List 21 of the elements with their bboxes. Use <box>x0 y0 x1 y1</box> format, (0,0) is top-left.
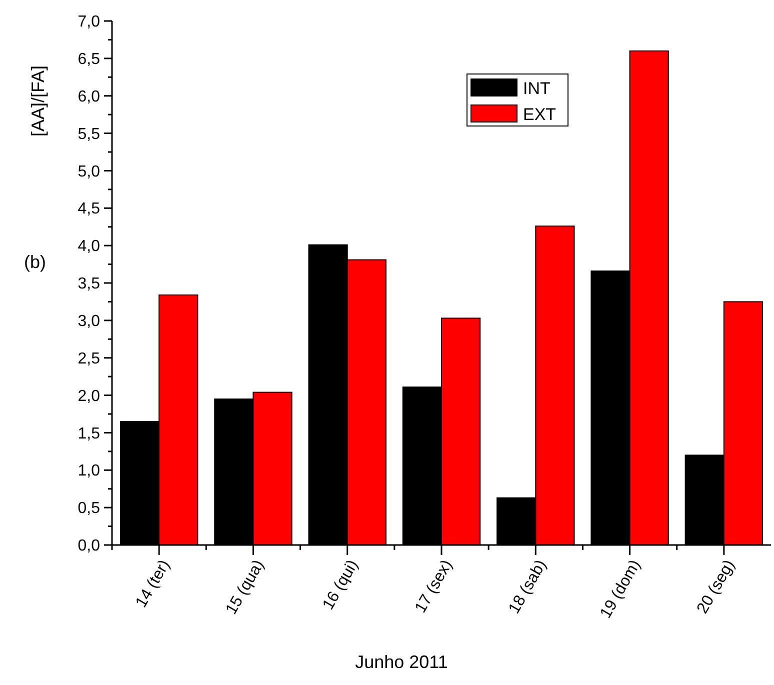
y-tick-label: 6,0 <box>78 88 100 106</box>
y-tick-label: 5,0 <box>78 163 100 180</box>
y-tick-label: 3,0 <box>78 313 100 330</box>
legend-label: EXT <box>523 104 556 124</box>
y-tick-label: 2,0 <box>78 388 100 405</box>
y-tick-label: 1,0 <box>78 462 100 480</box>
y-tick-label: 0,0 <box>78 538 100 555</box>
y-tick-label: 4,0 <box>78 238 100 256</box>
y-axis-title: [AA]/[FA] <box>28 65 48 137</box>
y-tick-label: 5,5 <box>78 126 100 143</box>
y-tick-label: 6,5 <box>78 51 100 68</box>
y-tick-label: 4,5 <box>78 200 100 218</box>
y-tick-label: 1,5 <box>78 425 100 442</box>
x-tick-label: 14 (ter) <box>132 557 174 610</box>
y-tick-label: 3,5 <box>78 276 100 293</box>
text: (b) <box>24 252 46 272</box>
y-tick-label: 7,0 <box>78 14 100 31</box>
x-axis-title: Junho 2011 <box>355 652 448 672</box>
legend-label: INT <box>523 78 550 98</box>
y-tick-label: 0,5 <box>78 500 100 518</box>
y-tick-label: 2,5 <box>78 350 100 368</box>
